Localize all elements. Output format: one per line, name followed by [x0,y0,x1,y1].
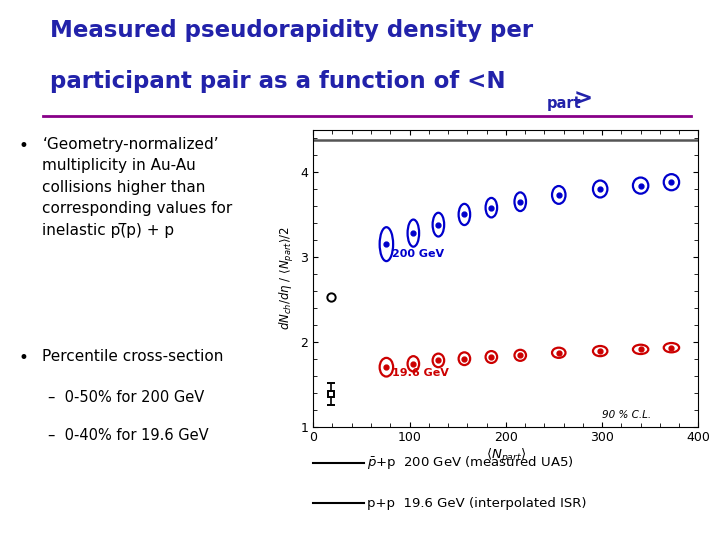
Ellipse shape [379,227,393,261]
Ellipse shape [515,350,526,361]
Ellipse shape [485,198,497,218]
Ellipse shape [593,180,608,198]
Ellipse shape [664,174,679,190]
Y-axis label: $dN_{ch}/d\eta$ / $\langle N_{part}\rangle$/2: $dN_{ch}/d\eta$ / $\langle N_{part}\rang… [279,226,297,330]
Ellipse shape [515,192,526,211]
Text: Percentile cross-section: Percentile cross-section [42,349,224,364]
Ellipse shape [459,353,470,365]
Text: •: • [18,137,28,154]
Ellipse shape [552,348,565,358]
Ellipse shape [633,178,648,194]
Ellipse shape [593,346,608,356]
Ellipse shape [664,343,679,353]
Text: >: > [574,87,593,111]
Text: –  0-40% for 19.6 GeV: – 0-40% for 19.6 GeV [48,428,209,443]
X-axis label: $\langle N_{part}\rangle$: $\langle N_{part}\rangle$ [485,447,526,465]
Text: $\bar{p}$+p  200 GeV (measured UA5): $\bar{p}$+p 200 GeV (measured UA5) [367,454,574,471]
Text: p+p  19.6 GeV (interpolated ISR): p+p 19.6 GeV (interpolated ISR) [367,497,587,510]
Text: Measured pseudorapidity density per: Measured pseudorapidity density per [50,19,534,42]
Text: participant pair as a function of <N: participant pair as a function of <N [50,70,506,93]
Ellipse shape [433,354,444,367]
Ellipse shape [485,351,497,363]
Text: 19.6 GeV: 19.6 GeV [392,368,449,377]
Ellipse shape [379,358,393,376]
Text: 200 GeV: 200 GeV [392,249,444,259]
Text: •: • [18,349,28,367]
Ellipse shape [459,204,470,225]
Text: –  0-50% for 200 GeV: – 0-50% for 200 GeV [48,390,204,406]
Ellipse shape [633,345,648,354]
Text: ‘Geometry-normalized’
multiplicity in Au-Au
collisions higher than
corresponding: ‘Geometry-normalized’ multiplicity in Au… [42,137,233,238]
Ellipse shape [408,220,419,247]
Text: 90 % C.L.: 90 % C.L. [602,410,651,420]
Ellipse shape [552,186,565,204]
Ellipse shape [433,213,444,237]
Ellipse shape [408,356,419,372]
Text: part: part [547,96,582,111]
